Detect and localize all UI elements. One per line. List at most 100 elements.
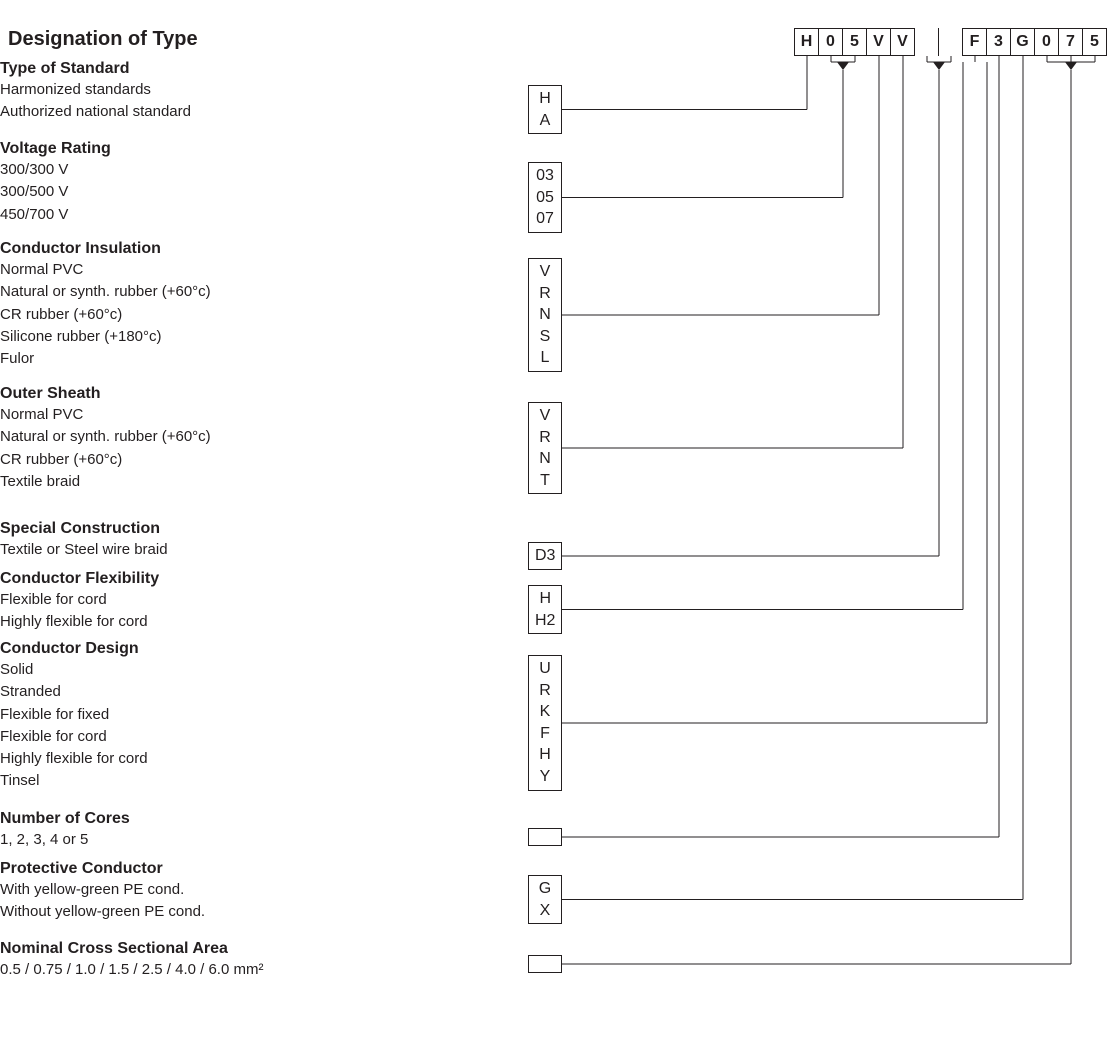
section-row: Flexible for cord [0,590,520,610]
section-row: Natural or synth. rubber (+60°c) [0,282,520,302]
code-box-row: U [535,658,555,680]
section-row: Normal PVC [0,260,520,280]
section-row: CR rubber (+60°c) [0,450,520,470]
code-box-row: 05 [535,187,555,209]
cluster-marker [837,62,849,70]
section-label: Special Construction [0,520,520,538]
section-csa: Nominal Cross Sectional Area 0.5 / 0.75 /… [0,940,520,982]
code-box-row: N [535,448,555,470]
code-box-row: D3 [535,545,555,567]
code-box-row: R [535,283,555,305]
section-sheath: Outer Sheath Normal PVCNatural or synth. … [0,385,520,494]
page-title: Designation of Type [8,28,198,51]
section-cond: Conductor Design SolidStranded Flexible fo… [0,640,520,794]
section-row: Fulor [0,349,520,369]
code-box-row: K [535,701,555,723]
section-label: Voltage Rating [0,140,520,158]
section-row: Tinsel [0,771,520,791]
code-box-pe: GX [528,875,562,924]
code-box-row: 07 [535,208,555,230]
code-cell-2: 5 [842,28,867,56]
section-row: With yellow-green PE cond. [0,880,520,900]
section-row: Natural or synth. rubber (+60°c) [0,427,520,447]
code-box-cond: URKFHY [528,655,562,791]
section-voltage: Voltage Rating 300/300 V300/500 V 450/700 … [0,140,520,227]
code-box-sheath: VRNT [528,402,562,494]
cluster-marker [933,62,945,70]
code-box-row: X [535,900,555,922]
section-row: Flexible for fixed [0,705,520,725]
code-cell-5 [914,28,939,56]
code-box-row: G [535,878,555,900]
section-row: Highly flexible for cord [0,612,520,632]
code-example-row: H05VVF3G075 [795,28,1107,56]
code-box-row: 03 [535,165,555,187]
cluster-marker [1065,62,1077,70]
code-box-row: H [535,88,555,110]
section-row: Highly flexible for cord [0,749,520,769]
code-cell-3: V [866,28,891,56]
section-flex: Conductor Flexibility Flexible for cordHi… [0,570,520,635]
code-box-row: L [535,347,555,369]
section-row: CR rubber (+60°c) [0,305,520,325]
code-cell-6 [938,28,963,56]
code-box-row: H [535,744,555,766]
code-cell-4: V [890,28,915,56]
code-box-row: V [535,261,555,283]
code-box-row: T [535,470,555,492]
section-label: Number of Cores [0,810,520,828]
code-box-row: Y [535,766,555,788]
section-pe: Protective Conductor With yellow-green PE… [0,860,520,925]
section-cores: Number of Cores 1, 2, 3, 4 or 5 [0,810,520,852]
code-box-row: R [535,427,555,449]
code-cell-0: H [794,28,819,56]
code-cell-1: 0 [818,28,843,56]
code-box-row: F [535,723,555,745]
section-label: Outer Sheath [0,385,520,403]
section-row: 300/300 V [0,160,520,180]
code-box-insul: VRNSL [528,258,562,372]
section-label: Conductor Design [0,640,520,658]
section-row: Stranded [0,682,520,702]
section-row: Normal PVC [0,405,520,425]
section-row: Flexible for cord [0,727,520,747]
code-box-row: R [535,680,555,702]
code-cell-10: 0 [1034,28,1059,56]
code-cell-8: 3 [986,28,1011,56]
section-standard: Type of Standard Harmonized standardsAuth… [0,60,520,125]
code-box-row: V [535,405,555,427]
code-box-special: D3 [528,542,562,570]
section-row: Textile braid [0,472,520,492]
code-cell-12: 5 [1082,28,1107,56]
code-box-flex: HH2 [528,585,562,634]
section-row: Solid [0,660,520,680]
section-sublabel: 1, 2, 3, 4 or 5 [0,830,520,850]
code-cell-7: F [962,28,987,56]
section-row: Harmonized standards [0,80,520,100]
code-box-standard: HA [528,85,562,134]
section-row: 300/500 V [0,182,520,202]
section-row: 0.5 / 0.75 / 1.0 / 1.5 / 2.5 / 4.0 / 6.0… [0,960,520,980]
section-label: Protective Conductor [0,860,520,878]
section-row: Textile or Steel wire braid [0,540,520,560]
section-row: Without yellow-green PE cond. [0,902,520,922]
section-label: Type of Standard [0,60,520,78]
section-row: Silicone rubber (+180°c) [0,327,520,347]
code-cell-11: 7 [1058,28,1083,56]
code-box-row: N [535,304,555,326]
code-box-cores [528,828,562,846]
section-row: 450/700 V [0,205,520,225]
section-row: Authorized national standard [0,102,520,122]
code-box-row: H [535,588,555,610]
section-label: Conductor Insulation [0,240,520,258]
code-box-voltage: 030507 [528,162,562,233]
section-insul: Conductor Insulation Normal PVCNatural or… [0,240,520,371]
section-label: Conductor Flexibility [0,570,520,588]
code-box-csa [528,955,562,973]
section-special: Special Construction Textile or Steel wir… [0,520,520,562]
code-box-row: H2 [535,610,555,632]
code-box-row: S [535,326,555,348]
code-box-row: A [535,110,555,132]
section-label: Nominal Cross Sectional Area [0,940,520,958]
code-cell-9: G [1010,28,1035,56]
